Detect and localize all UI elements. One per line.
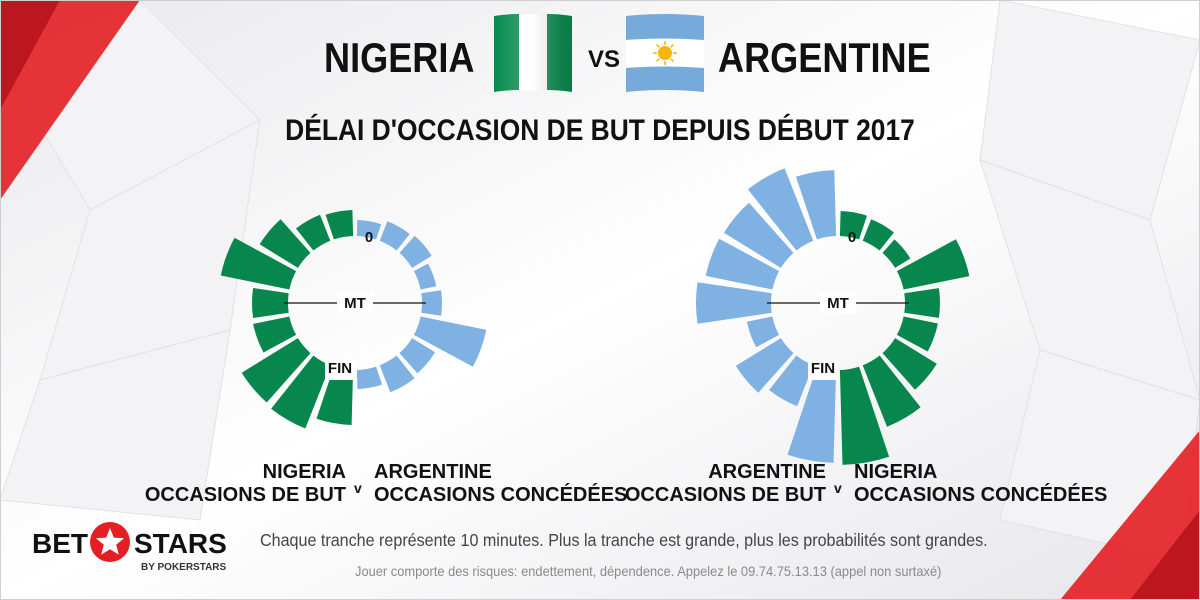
rose1-label-half: MT <box>344 295 366 312</box>
footer-note: Chaque tranche représente 10 minutes. Pl… <box>260 530 988 550</box>
rose1-label-end: FIN <box>328 360 352 377</box>
caption-line: OCCASIONS DE BUT <box>624 484 826 506</box>
logo-word-left: BET <box>32 528 88 559</box>
rose2-label-start: 0 <box>848 229 856 246</box>
caption-right-v: v <box>834 480 842 496</box>
rose1-label-bg <box>337 293 373 313</box>
rose2-right-slice-4 <box>904 288 940 318</box>
caption-left-v: v <box>354 480 362 496</box>
rose2-left-slice-8 <box>787 366 837 463</box>
rose2-right-slice-1 <box>862 219 894 251</box>
rose1-right-slice-2 <box>399 235 432 268</box>
rose1-left-slice-1 <box>296 214 331 251</box>
rose2-label-end-bg <box>808 360 838 380</box>
vs-label: VS <box>588 46 621 73</box>
sun-icon <box>658 46 672 60</box>
rose2-left-slice-6 <box>735 338 794 393</box>
rose2-right-slice-6 <box>882 338 937 390</box>
rose2-right-slice-5 <box>896 316 938 352</box>
rose2-left-slice-1 <box>747 168 814 251</box>
rose2-left-slice-4 <box>695 282 772 324</box>
caption-line: OCCASIONS CONCÉDÉES <box>374 484 628 506</box>
caption-line: OCCASIONS CONCÉDÉES <box>854 484 1108 506</box>
rose1-right-slice-0 <box>356 220 382 240</box>
corner-red-top-left <box>0 0 140 200</box>
nigeria-flag-icon <box>494 14 572 92</box>
rose1-left-slice-8 <box>316 366 354 425</box>
caption-team-name: ARGENTINE <box>708 461 826 483</box>
caption-team-name: NIGERIA <box>262 461 346 483</box>
rose1-right-slice-5 <box>413 316 487 367</box>
rose2-right-slice-8 <box>839 366 890 465</box>
rose2-left-slice-0 <box>796 170 837 240</box>
rose2-label-half: MT <box>827 295 849 312</box>
caption-left-team-a: NIGERIA OCCASIONS DE BUT <box>145 461 346 507</box>
star-icon <box>90 522 130 562</box>
rose1-left-slice-3 <box>220 237 297 290</box>
logo-subtitle: BY POKERSTARS <box>141 562 227 573</box>
rose1-left-slice-6 <box>241 338 311 403</box>
rose1-left-slice-4 <box>252 288 289 318</box>
logo-word-right: STARS <box>134 528 227 559</box>
rose2-left-slice-5 <box>746 316 780 348</box>
rose1-right-slice-6 <box>399 338 436 374</box>
rose1-label-start: 0 <box>365 229 373 246</box>
rose2-label-bg <box>820 293 856 313</box>
team-right-title: ARGENTINE <box>718 34 931 81</box>
caption-team-name: NIGERIA <box>854 461 938 483</box>
rose1-right-slice-3 <box>413 263 437 290</box>
rose2-left-slice-3 <box>705 238 780 290</box>
header: NIGERIA VS ARGENTINE <box>0 10 1200 100</box>
rose2-right-slice-7 <box>862 355 921 427</box>
team-left-title: NIGERIA <box>324 34 475 81</box>
rose1-right-slice-4 <box>421 290 443 316</box>
caption-left-team-b: ARGENTINE OCCASIONS CONCÉDÉES <box>374 461 627 507</box>
rose1-left-slice-0 <box>325 210 354 240</box>
rose1-right-slice-1 <box>379 221 410 251</box>
rose1-left-slice-2 <box>259 219 311 268</box>
caption-team-name: ARGENTINE <box>374 461 492 483</box>
rose-chart-nigeria-vs-argentine: 0 MT FIN <box>220 210 487 429</box>
caption-line: OCCASIONS DE BUT <box>144 484 346 506</box>
rose1-right-slice-7 <box>379 355 415 393</box>
argentina-flag-icon <box>626 14 704 92</box>
rose2-right-slice-2 <box>882 239 911 268</box>
caption-right-team-b: NIGERIA OCCASIONS CONCÉDÉES <box>854 461 1107 507</box>
rose2-label-end: FIN <box>811 360 835 377</box>
rose2-left-slice-2 <box>723 202 794 268</box>
caption-right-team-a: ARGENTINE OCCASIONS DE BUT <box>625 461 826 507</box>
rose1-left-slice-7 <box>271 355 331 429</box>
rose2-right-slice-0 <box>839 211 867 240</box>
rose1-right-slice-8 <box>356 366 383 389</box>
rose1-left-slice-5 <box>253 316 297 353</box>
footer-disclaimer: Jouer comporte des risques: endettement,… <box>355 563 942 579</box>
chart-subtitle: DÉLAI D'OCCASION DE BUT DEPUIS DÉBUT 201… <box>285 114 915 147</box>
rose2-right-slice-3 <box>896 239 970 290</box>
rose1-label-end-bg <box>325 360 355 380</box>
rose2-left-slice-7 <box>769 355 814 407</box>
